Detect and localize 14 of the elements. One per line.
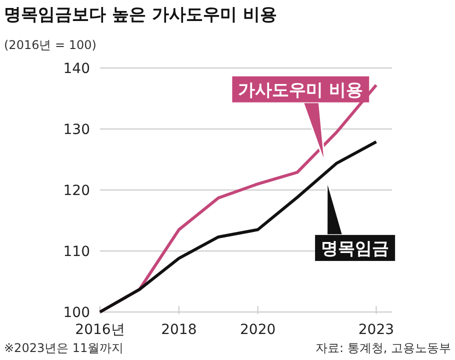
- x-tick-label: 2018: [161, 322, 197, 338]
- y-tick-label: 130: [63, 122, 90, 138]
- text: 자료: 통계청, 고용노동부: [316, 341, 451, 355]
- x-tick-label: 2020: [240, 322, 276, 338]
- chart-title: 명목임금보다 높은 가사도우미 비용: [4, 5, 277, 25]
- x-tick-label: 2023: [358, 322, 394, 338]
- text: ※2023년은 11월까지: [4, 341, 124, 355]
- y-tick-label: 140: [63, 61, 90, 77]
- series-label: 가사도우미 비용: [238, 80, 364, 100]
- chart-subtitle: (2016년 = 100): [4, 38, 96, 52]
- y-tick-label: 120: [63, 183, 90, 199]
- y-tick-label: 100: [63, 305, 90, 321]
- x-tick-label: 2016년: [75, 322, 125, 338]
- y-tick-label: 110: [63, 244, 90, 260]
